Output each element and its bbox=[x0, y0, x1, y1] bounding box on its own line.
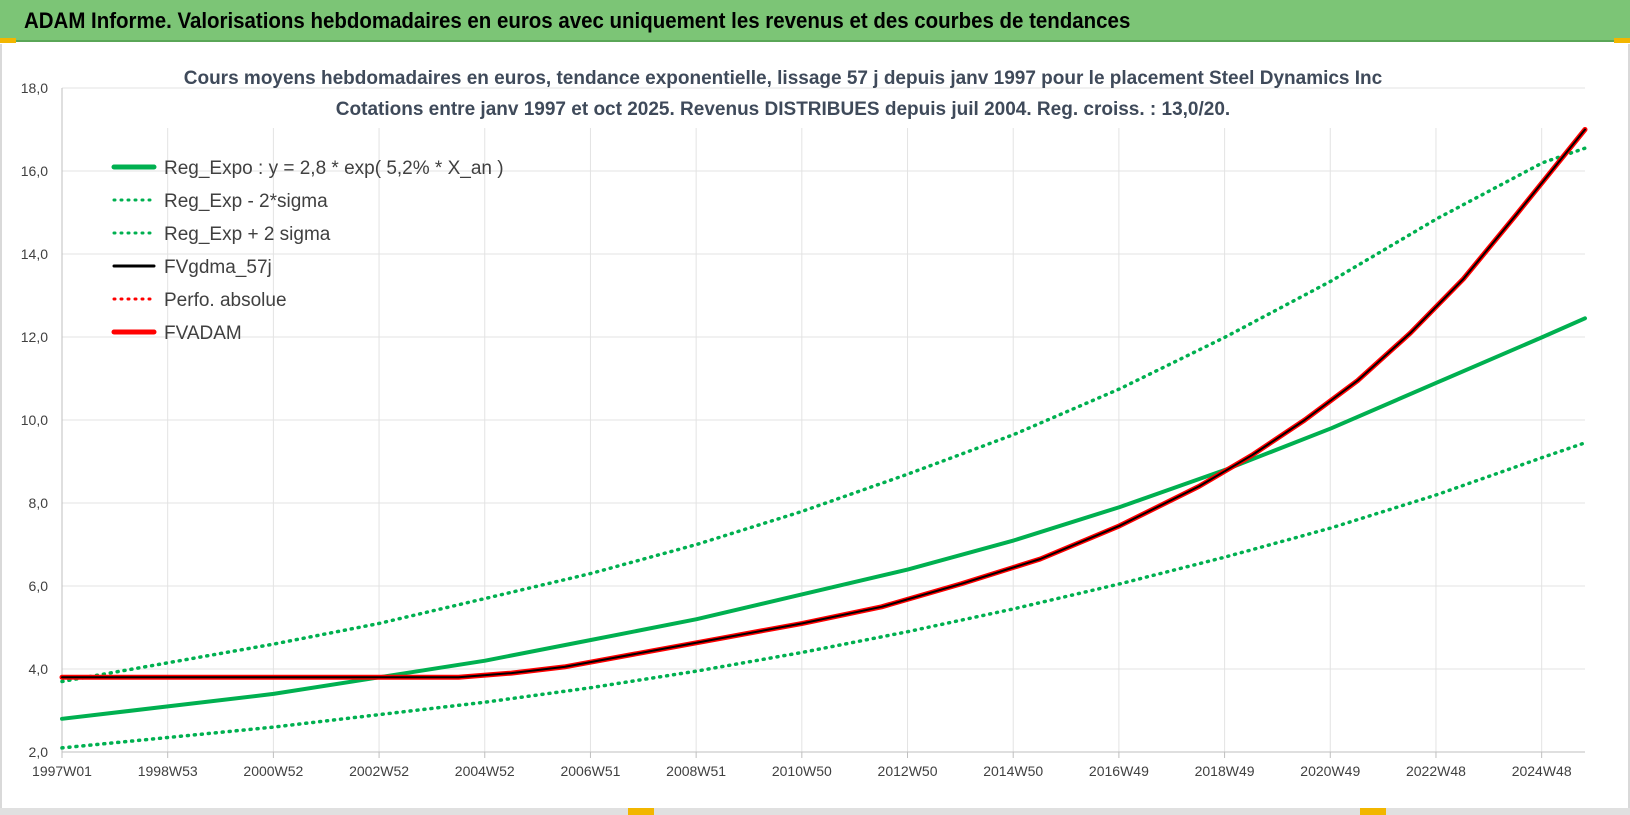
legend-label-2: Reg_Exp + 2 sigma bbox=[164, 224, 331, 245]
legend-label-1: Reg_Exp - 2*sigma bbox=[164, 191, 328, 212]
bottom-accent-2 bbox=[1360, 808, 1386, 815]
x-tick-label: 2012W50 bbox=[878, 763, 938, 779]
legend: Reg_Expo : y = 2,8 * exp( 5,2% * X_an ) R… bbox=[111, 158, 504, 344]
legend-label-0: Reg_Expo : y = 2,8 * exp( 5,2% * X_an ) bbox=[164, 158, 504, 179]
y-tick-label: 2,0 bbox=[29, 744, 49, 760]
x-tick-label: 2000W52 bbox=[243, 763, 303, 779]
grid-lines bbox=[61, 87, 1585, 752]
x-tick-label: 2014W50 bbox=[983, 763, 1043, 779]
x-tick-label: 1998W53 bbox=[138, 763, 198, 779]
y-tick-label: 4,0 bbox=[29, 661, 49, 677]
bottom-border bbox=[0, 808, 1630, 815]
y-tick-label: 18,0 bbox=[21, 80, 48, 96]
chart-title-line-2: Cotations entre janv 1997 et oct 2025. R… bbox=[336, 99, 1230, 120]
x-tick-label: 2006W51 bbox=[560, 763, 620, 779]
legend-label-5: FVADAM bbox=[164, 323, 242, 344]
x-tick-label: 2020W49 bbox=[1300, 763, 1360, 779]
y-tick-label: 14,0 bbox=[21, 246, 48, 262]
legend-label-3: FVgdma_57j bbox=[164, 257, 272, 278]
series-line-3 bbox=[61, 128, 1586, 679]
x-tick-label: 2002W52 bbox=[349, 763, 409, 779]
axes: 2,0 4,0 6,0 8,0 10,0 12,0 14,0 16,0 18,0 1997W01 1… bbox=[21, 80, 1585, 779]
corner-accent-right bbox=[1614, 38, 1630, 43]
x-tick-label: 2016W49 bbox=[1089, 763, 1149, 779]
y-tick-label: 12,0 bbox=[21, 329, 48, 345]
series-line-1 bbox=[60, 441, 1587, 750]
y-tick-label: 16,0 bbox=[21, 163, 48, 179]
y-tick-label: 8,0 bbox=[29, 495, 49, 511]
chart-title-line-1: Cours moyens hebdomadaires en euros, ten… bbox=[184, 68, 1383, 89]
corner-accent-left bbox=[0, 38, 16, 43]
chart-area: 2,0 4,0 6,0 8,0 10,0 12,0 14,0 16,0 18,0 1997W01 1… bbox=[0, 44, 1630, 815]
series-lines bbox=[59, 127, 1588, 750]
line-chart: 2,0 4,0 6,0 8,0 10,0 12,0 14,0 16,0 18,0 1997W01 1… bbox=[21, 68, 1588, 779]
banner-title: ADAM Informe. Valorisations hebdomadaire… bbox=[24, 8, 1131, 33]
y-tick-label: 10,0 bbox=[21, 412, 48, 428]
x-tick-label: 2010W50 bbox=[772, 763, 832, 779]
bottom-accent-1 bbox=[628, 808, 654, 815]
x-tick-label: 2004W52 bbox=[455, 763, 515, 779]
y-tick-label: 6,0 bbox=[29, 578, 49, 594]
legend-label-4: Perfo. absolue bbox=[164, 290, 287, 311]
x-tick-label: 2008W51 bbox=[666, 763, 726, 779]
x-tick-label: 2018W49 bbox=[1195, 763, 1255, 779]
x-tick-label: 1997W01 bbox=[32, 763, 92, 779]
x-tick-label: 2024W48 bbox=[1512, 763, 1572, 779]
report-banner: ADAM Informe. Valorisations hebdomadaire… bbox=[0, 0, 1630, 42]
series-line-0 bbox=[60, 316, 1587, 721]
series-line-2 bbox=[60, 146, 1587, 684]
x-tick-label: 2022W48 bbox=[1406, 763, 1466, 779]
